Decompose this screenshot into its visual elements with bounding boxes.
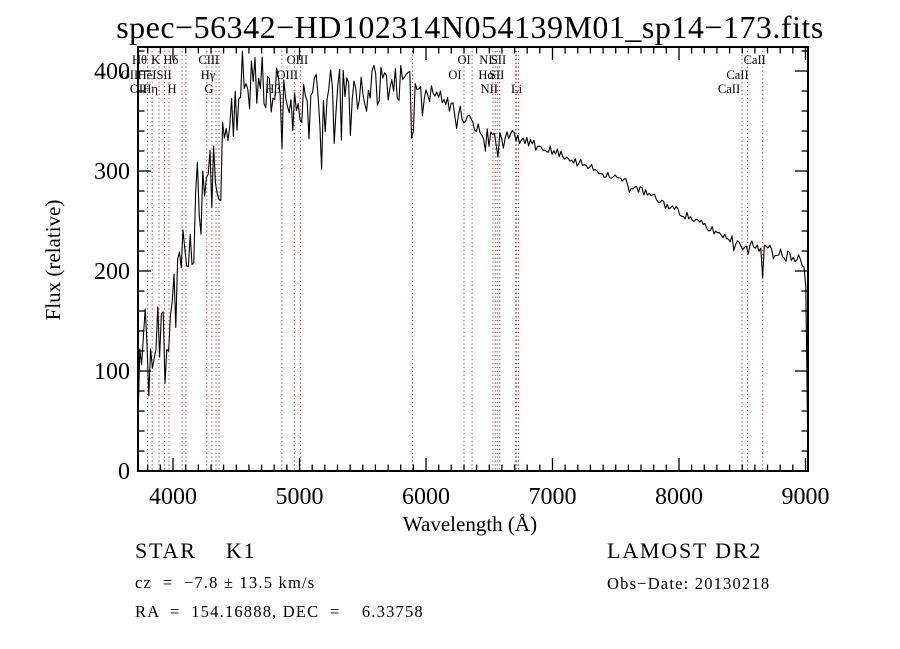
y-tick-label: 0	[118, 459, 130, 485]
line-marker-label: HeI	[138, 68, 157, 82]
x-axis-label: Wavelength (Å)	[403, 512, 537, 536]
y-tick-label: 400	[94, 59, 130, 85]
line-marker-label: CaII	[726, 68, 748, 82]
x-tick-label: 6000	[402, 484, 450, 510]
line-marker-label: Hγ	[201, 68, 216, 82]
line-marker-label: OII	[130, 82, 147, 96]
x-tick-label: 9000	[782, 484, 830, 510]
line-marker-label: Hη	[142, 82, 158, 96]
y-tick-label: 300	[94, 159, 130, 185]
y-tick-label: 200	[94, 259, 130, 285]
line-marker-label: CaII	[718, 82, 740, 96]
line-marker-label: NII	[481, 82, 498, 96]
line-marker-label: Hθ	[132, 53, 147, 67]
line-marker-label: Li	[511, 82, 523, 96]
line-marker-label: K	[151, 53, 160, 67]
line-marker-label: OII	[121, 68, 138, 82]
line-marker-label: G	[204, 82, 213, 96]
line-markers-group	[138, 47, 764, 471]
object-class-label: STAR K1	[135, 538, 256, 563]
line-marker-label: OIII	[287, 53, 309, 67]
x-tick-label: 8000	[655, 484, 703, 510]
spectrum-trace	[138, 50, 808, 431]
line-marker-label: Hβ	[265, 82, 280, 96]
line-marker-label: Hδ	[163, 53, 178, 67]
line-marker-label: H	[167, 82, 176, 96]
y-axis-label: Flux (relative)	[41, 200, 65, 321]
ra-dec-value: RA = 154.16888, DEC = 6.33758	[135, 602, 424, 621]
plot-frame	[137, 46, 809, 472]
axes-group: 4000 5000 6000 7000 8000 9000 0 100 200 300 400	[94, 46, 830, 510]
x-tick-label: 7000	[529, 484, 577, 510]
line-marker-label: OI	[448, 68, 461, 82]
line-marker-label: OIII	[277, 68, 299, 82]
plot-title: spec−56342−HD102314N054139M01_sp14−173.f…	[116, 9, 824, 45]
spectrum-trace-group	[138, 50, 808, 431]
x-tick-label: 5000	[276, 484, 324, 510]
line-marker-label: CaII	[744, 53, 766, 67]
y-tick-label: 100	[94, 359, 130, 385]
line-marker-label: CIII	[198, 53, 219, 67]
line-marker-label: NI	[479, 53, 492, 67]
line-marker-label: Hα	[478, 68, 494, 82]
x-tick-label: 4000	[149, 484, 197, 510]
line-marker-label: SII	[491, 53, 506, 67]
line-marker-label: SII	[489, 68, 504, 82]
cz-value: cz = −7.8 ± 13.5 km/s	[135, 573, 315, 592]
line-marker-label: OI	[457, 53, 470, 67]
survey-label: LAMOST DR2	[607, 538, 762, 563]
obs-date: Obs−Date: 20130218	[607, 574, 770, 593]
line-marker-label: SII	[156, 68, 171, 82]
